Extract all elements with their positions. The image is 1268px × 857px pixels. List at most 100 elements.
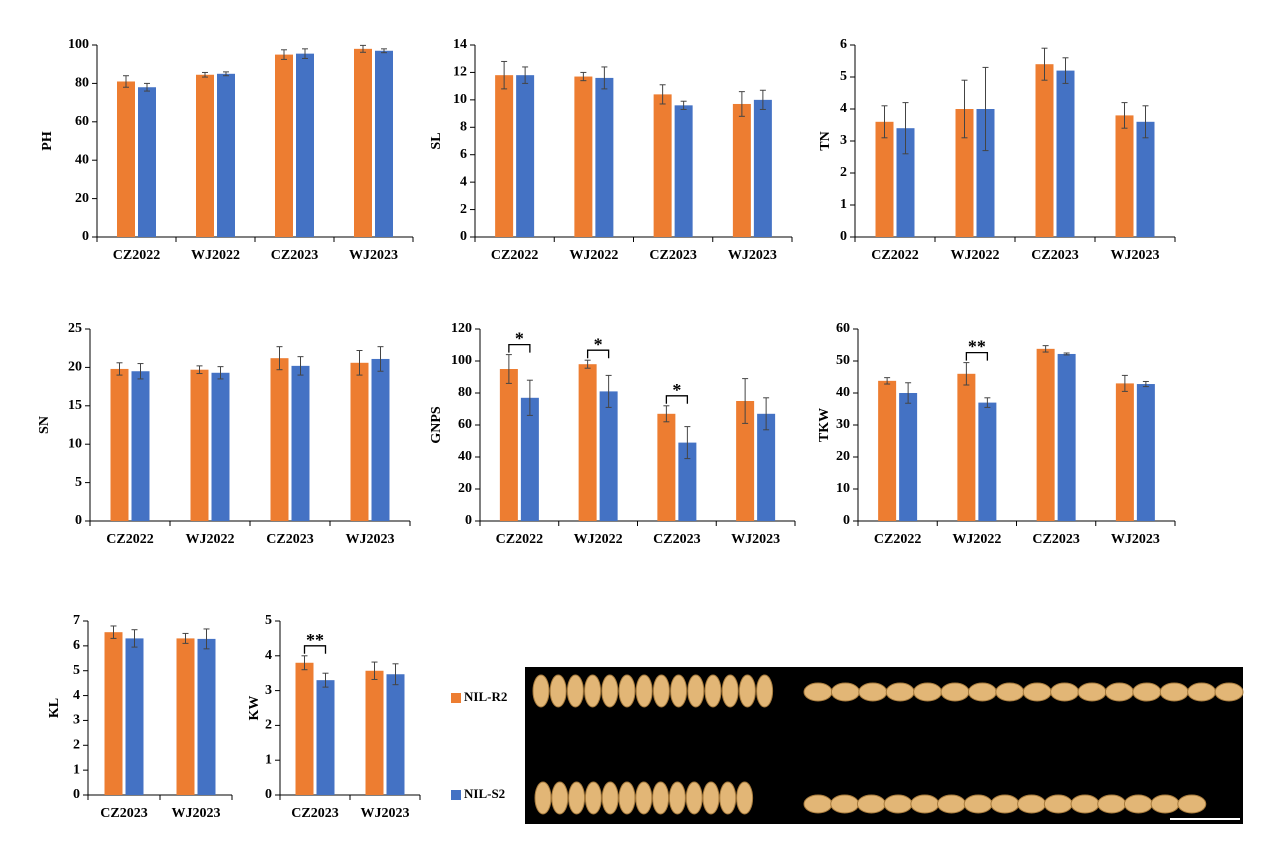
grain <box>830 682 860 702</box>
grain <box>1123 794 1153 814</box>
y-tick-label: 0 <box>843 513 850 528</box>
grain <box>635 674 653 708</box>
error-bar <box>1041 47 1048 81</box>
significance-bracket <box>508 343 531 353</box>
bar <box>732 103 751 237</box>
y-tick-label: 2 <box>265 718 272 733</box>
error-bar <box>356 350 363 376</box>
y-tick-label: 4 <box>265 648 272 663</box>
y-axis-label: KW <box>247 696 262 721</box>
significance-bracket <box>303 645 327 654</box>
bar <box>595 77 614 238</box>
grain <box>736 781 754 815</box>
grain <box>803 794 833 814</box>
error-bar <box>884 377 891 385</box>
y-tick-label: 20 <box>75 191 89 206</box>
y-tick-label: 0 <box>840 229 847 244</box>
bar <box>1035 64 1054 237</box>
bar <box>578 364 597 521</box>
x-tick-label: WJ2022 <box>951 248 1000 263</box>
x-tick-label: WJ2023 <box>731 532 780 547</box>
significance-label: * <box>594 334 603 354</box>
error-bar <box>217 366 224 380</box>
grain <box>601 781 619 815</box>
grain <box>719 781 737 815</box>
x-tick-label: WJ2023 <box>728 248 777 263</box>
error-bar <box>1042 345 1049 353</box>
error-bar <box>905 382 912 404</box>
y-tick-label: 40 <box>836 385 850 400</box>
error-bar <box>584 359 591 369</box>
y-axis-label: PH <box>40 131 55 151</box>
error-bar <box>302 48 308 59</box>
bar <box>350 362 369 521</box>
bar <box>899 393 918 521</box>
legend-swatch <box>451 693 461 703</box>
bar <box>955 109 974 237</box>
y-tick-label: 10 <box>68 436 82 451</box>
y-tick-label: 80 <box>458 385 472 400</box>
bar <box>757 413 776 521</box>
y-axis-label: TN <box>818 131 833 150</box>
error-bar <box>196 365 203 375</box>
bar <box>878 380 897 521</box>
x-tick-label: CZ2022 <box>491 248 538 263</box>
grain <box>1177 794 1207 814</box>
x-tick-label: WJ2023 <box>172 806 221 821</box>
y-axis-label: TKW <box>817 408 832 442</box>
grain <box>551 781 569 815</box>
y-tick-label: 60 <box>836 321 850 336</box>
bar <box>176 638 195 795</box>
error-bar <box>1063 352 1070 356</box>
bar <box>736 401 755 521</box>
error-bar <box>322 672 329 688</box>
error-bar <box>116 362 123 376</box>
y-tick-label: 2 <box>840 165 847 180</box>
x-tick-label: CZ2023 <box>266 532 313 547</box>
bar <box>291 365 310 521</box>
grain <box>885 682 915 702</box>
x-tick-label: CZ2022 <box>113 248 160 263</box>
grain <box>1043 794 1073 814</box>
y-tick-label: 12 <box>453 65 467 80</box>
bar <box>196 74 214 237</box>
error-bar <box>601 66 608 90</box>
y-tick-label: 5 <box>840 69 847 84</box>
grains <box>532 674 1244 815</box>
grain <box>738 674 756 708</box>
y-axis-label: GNPS <box>429 406 444 444</box>
y-tick-label: 4 <box>460 174 467 189</box>
bar <box>117 81 135 237</box>
y-tick-label: 3 <box>840 133 847 148</box>
legend-swatch <box>451 790 461 800</box>
x-tick-label: WJ2023 <box>1111 532 1160 547</box>
y-tick-label: 2 <box>73 738 80 753</box>
error-bar <box>123 75 129 88</box>
error-bar <box>605 374 612 408</box>
y-tick-label: 14 <box>453 37 467 52</box>
y-tick-label: 1 <box>265 752 272 767</box>
error-bar <box>680 100 687 110</box>
error-bar <box>131 629 138 648</box>
y-tick-label: 20 <box>458 481 472 496</box>
error-bar <box>377 346 384 372</box>
bar <box>375 50 393 238</box>
grain <box>532 674 550 708</box>
bar <box>516 75 535 238</box>
grain <box>721 674 739 708</box>
y-tick-label: 5 <box>265 613 272 628</box>
y-tick-label: 120 <box>451 321 472 336</box>
y-tick-label: 20 <box>836 449 850 464</box>
grain <box>601 674 619 708</box>
grain <box>534 781 552 815</box>
y-tick-label: 40 <box>75 152 89 167</box>
bar <box>138 87 156 238</box>
y-tick-label: 0 <box>460 229 467 244</box>
error-bar <box>684 426 691 460</box>
y-axis-label: SL <box>429 132 444 149</box>
bar <box>678 442 697 521</box>
error-bar <box>881 105 888 139</box>
grain <box>566 674 584 708</box>
x-tick-label: CZ2023 <box>1032 532 1079 547</box>
bar <box>211 372 230 521</box>
